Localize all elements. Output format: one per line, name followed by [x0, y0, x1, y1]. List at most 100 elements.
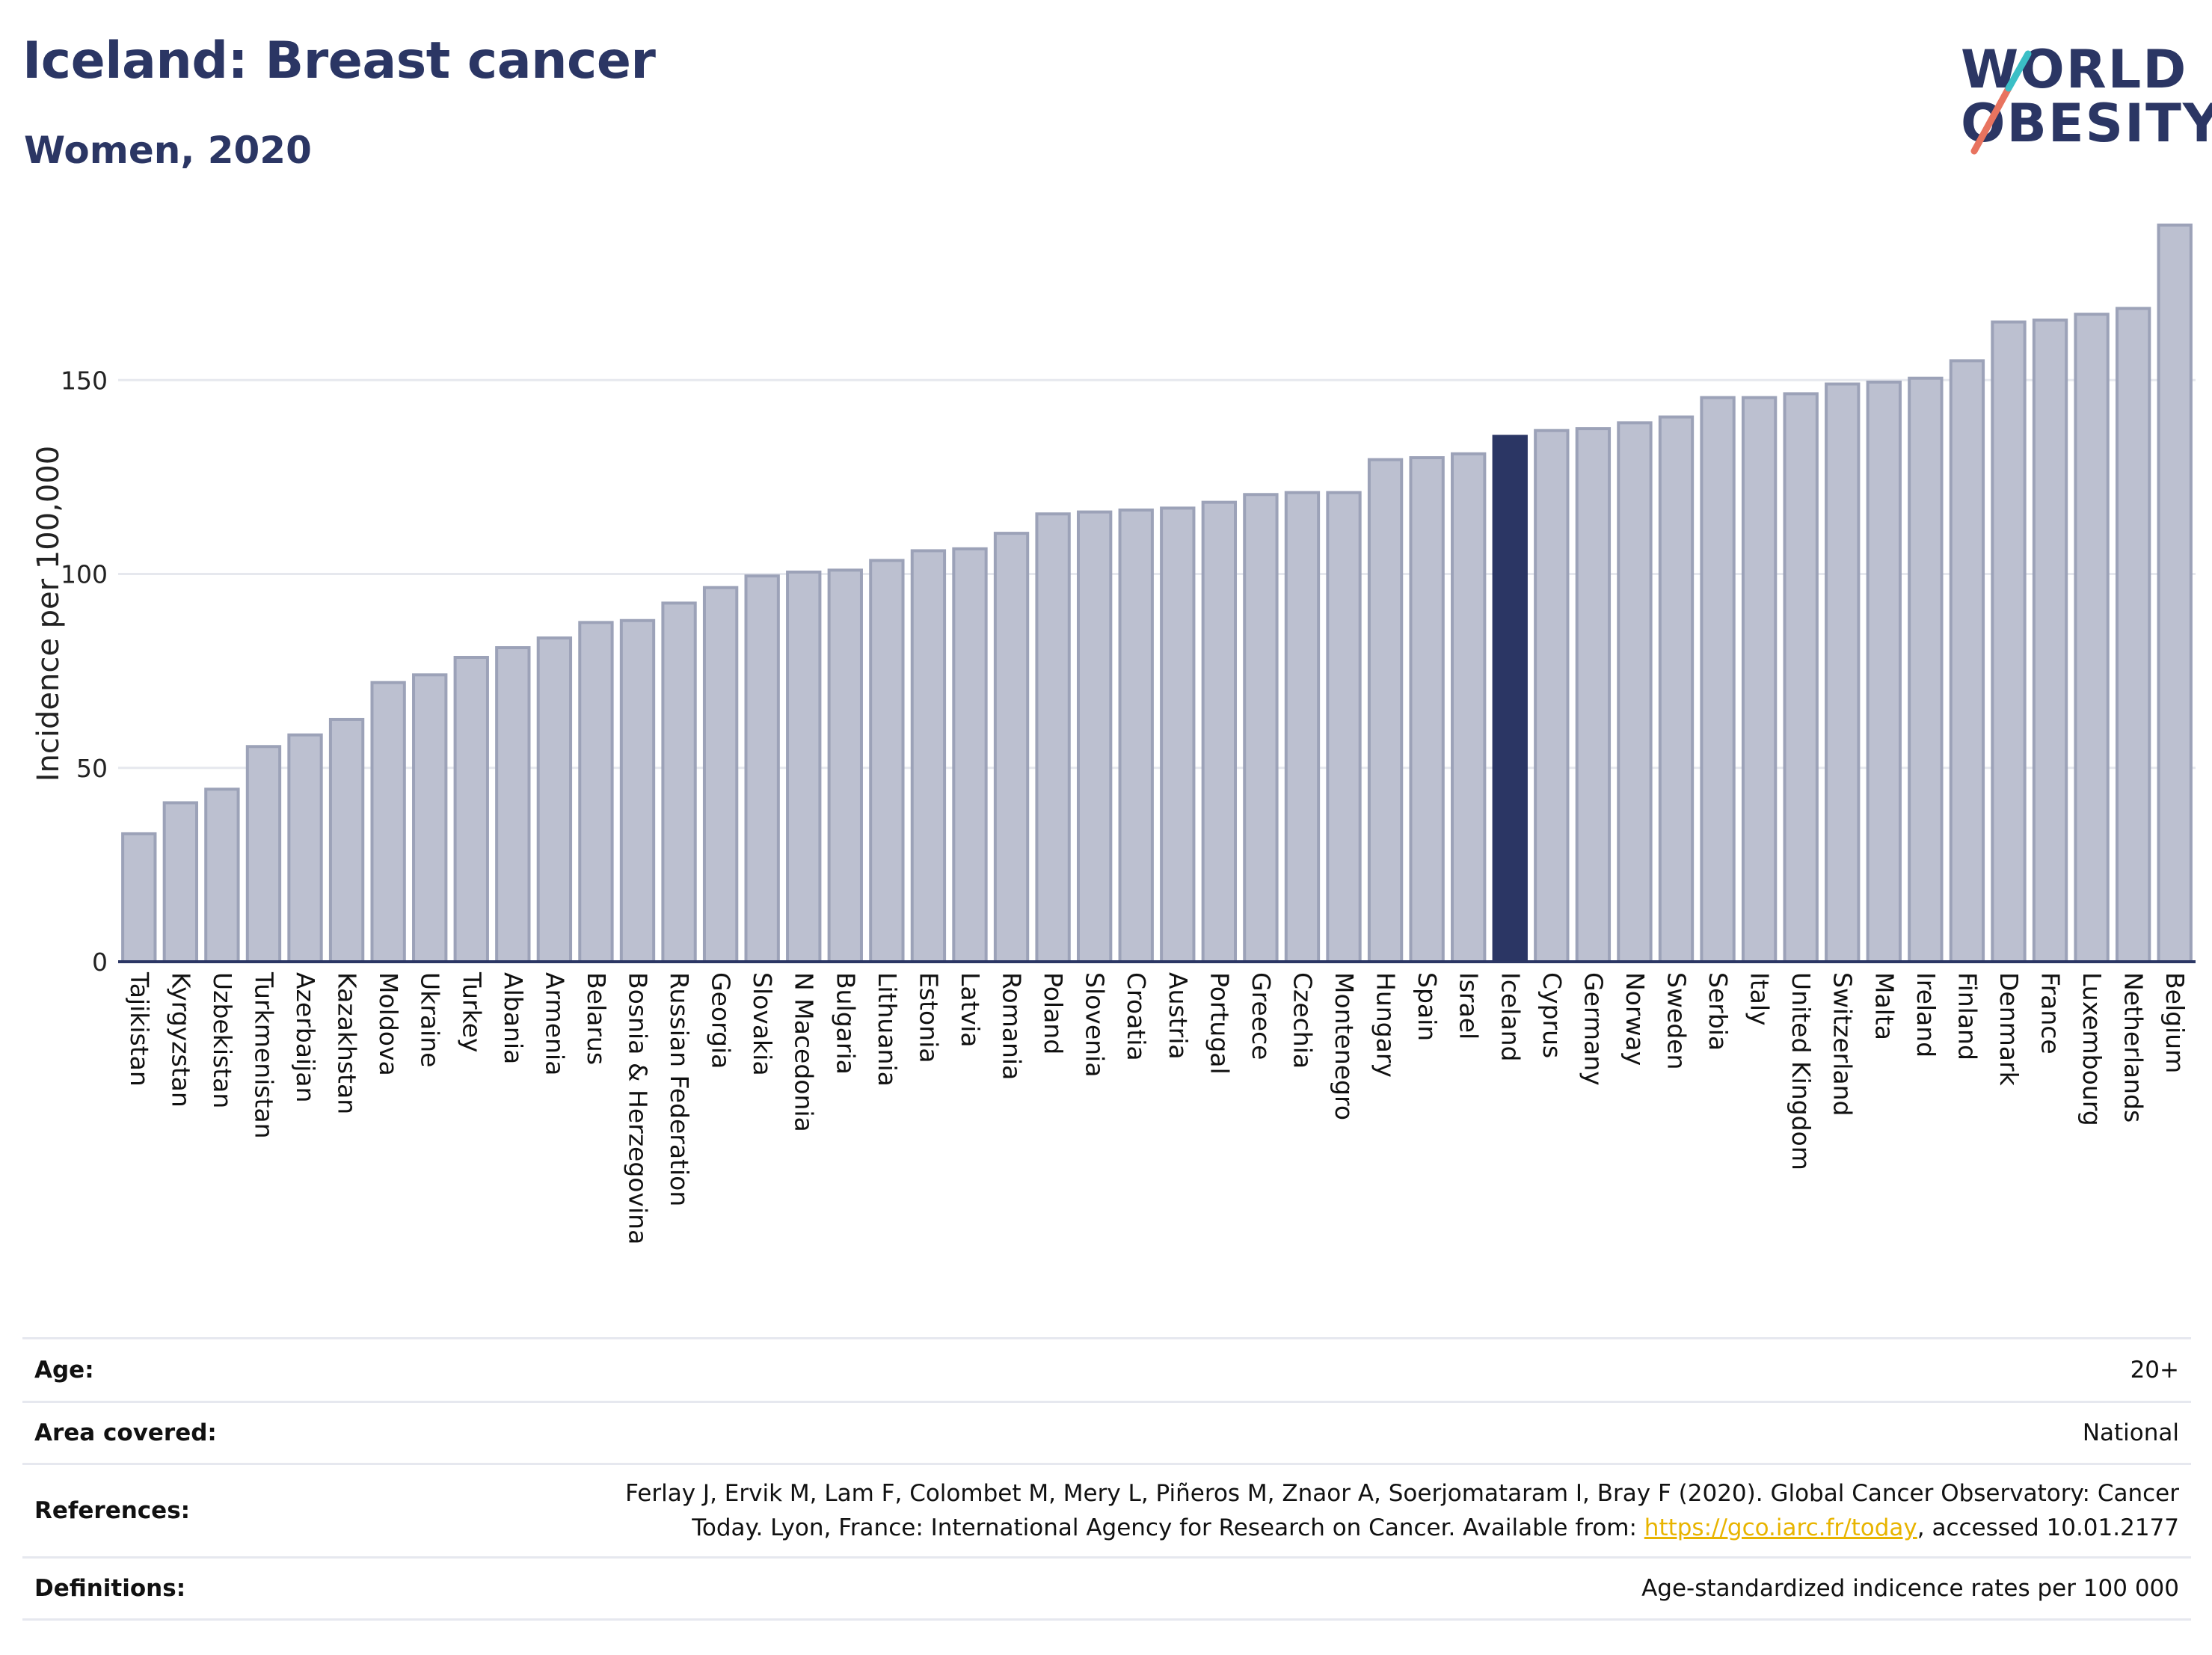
x-tick-label: Greece [1247, 972, 1276, 1060]
references-line-2-pre: Today. Lyon, France: International Agenc… [692, 1514, 1644, 1541]
x-tick-label: Croatia [1122, 972, 1151, 1061]
page-title: Iceland: Breast cancer [22, 31, 656, 90]
area-label: Area covered: [22, 1401, 405, 1464]
x-tick-label: Azerbaijan [291, 972, 320, 1102]
x-tick-label: Hungary [1371, 972, 1401, 1078]
references-line-2-post: , accessed 10.01.2177 [1917, 1514, 2179, 1541]
bar [578, 621, 614, 963]
x-tick-label: Cyprus [1537, 972, 1567, 1058]
y-tick-label: 100 [61, 560, 108, 589]
x-tick-label: Uzbekistan [208, 972, 237, 1108]
x-tick-label: Kazakhstan [333, 972, 362, 1114]
x-tick-label: Georgia [707, 972, 736, 1069]
x-tick-label: Albania [499, 972, 528, 1064]
x-tick-label: Latvia [956, 972, 985, 1047]
bar [744, 574, 780, 963]
bar [1035, 512, 1071, 963]
bar [495, 646, 531, 963]
bar [1367, 458, 1404, 964]
bar [412, 673, 448, 963]
definitions-value: Age-standardized indicence rates per 100… [405, 1556, 2191, 1621]
x-tick-label: Poland [1039, 972, 1068, 1054]
x-tick-label: Bosnia & Herzegovina [624, 972, 653, 1244]
x-tick-label: Moldova [374, 972, 403, 1076]
bar-highlight [1492, 435, 1528, 963]
y-axis-ticks: 0 50 100 150 [61, 366, 108, 977]
bar [1700, 396, 1736, 963]
x-tick-label: Lithuania [873, 972, 902, 1087]
bar [2074, 313, 2110, 963]
y-tick-label: 50 [76, 754, 108, 783]
info-row-area: Area covered: National [22, 1401, 2191, 1464]
info-row-age: Age: 20+ [22, 1337, 2191, 1402]
bar [1451, 452, 1487, 964]
bar [370, 681, 406, 963]
bar [1534, 429, 1570, 963]
bar [287, 733, 323, 963]
logo-slash-icon [1970, 50, 2032, 155]
bar [1326, 491, 1362, 963]
x-tick-label: Iceland [1496, 972, 1525, 1061]
x-axis-labels: Tajikistan Kyrgyzstan Uzbekistan Turkmenist… [125, 971, 2190, 1244]
bar [121, 832, 157, 964]
x-tick-label: N Macedonia [790, 972, 819, 1132]
x-tick-label: Montenegro [1330, 972, 1359, 1120]
x-tick-label: Belarus [582, 972, 611, 1065]
bars [121, 223, 2193, 964]
x-tick-label: Denmark [1994, 972, 2024, 1087]
bar [910, 549, 947, 963]
x-tick-label: Serbia [1703, 972, 1733, 1051]
x-tick-label: Spain [1413, 972, 1442, 1041]
bar [661, 601, 697, 964]
page-subtitle: Women, 2020 [24, 129, 312, 172]
info-row-references: References: Ferlay J, Ervik M, Lam F, Co… [22, 1463, 2191, 1558]
bar [536, 636, 573, 963]
references-label: References: [22, 1463, 405, 1558]
bar [1243, 493, 1279, 963]
bar [453, 656, 489, 963]
bar [869, 559, 905, 963]
x-tick-label: Estonia [914, 972, 943, 1063]
x-tick-label: Austria [1164, 972, 1193, 1060]
references-value: Ferlay J, Ervik M, Lam F, Colombet M, Me… [405, 1463, 2191, 1558]
x-tick-label: Norway [1620, 972, 1650, 1066]
x-tick-label: Armenia [540, 972, 569, 1075]
bar [2115, 307, 2151, 963]
bar [204, 787, 240, 963]
area-value: National [405, 1401, 2191, 1464]
x-tick-label: Kyrgyzstan [166, 972, 195, 1108]
bar [1825, 382, 1861, 963]
bar [328, 717, 365, 963]
x-tick-label: Ireland [1911, 972, 1941, 1057]
x-tick-label: Italy [1745, 972, 1775, 1026]
bar [2032, 318, 2068, 963]
x-tick-label: Czechia [1288, 972, 1317, 1069]
x-tick-label: Slovenia [1081, 972, 1110, 1077]
x-tick-label: Russian Federation [665, 972, 694, 1206]
y-tick-label: 0 [92, 948, 108, 977]
info-table: Age: 20+ Area covered: National Referenc… [22, 1337, 2191, 1621]
bar [1575, 427, 1612, 964]
bar [1658, 415, 1695, 963]
x-tick-label: Switzerland [1828, 972, 1858, 1117]
x-tick-label: Bulgaria [831, 972, 860, 1075]
age-label: Age: [22, 1337, 405, 1402]
bar [1160, 506, 1196, 963]
bar [1284, 491, 1321, 963]
x-tick-label: Finland [1953, 972, 1982, 1060]
bar [2157, 223, 2193, 963]
bar [702, 586, 739, 964]
x-tick-label: Belgium [2160, 972, 2190, 1073]
x-tick-label: Turkmenistan [249, 971, 278, 1139]
bar [1991, 320, 2027, 964]
references-link[interactable]: https://gco.iarc.fr/today [1644, 1514, 1917, 1541]
bar [1076, 510, 1113, 964]
bar [1617, 421, 1653, 964]
bar [827, 568, 863, 963]
x-tick-label: Romania [998, 972, 1027, 1080]
bar [245, 745, 282, 963]
bar [1741, 396, 1778, 963]
x-tick-label: Germany [1579, 972, 1608, 1086]
bar [1949, 359, 1985, 963]
x-tick-label: Netherlands [2119, 972, 2148, 1123]
